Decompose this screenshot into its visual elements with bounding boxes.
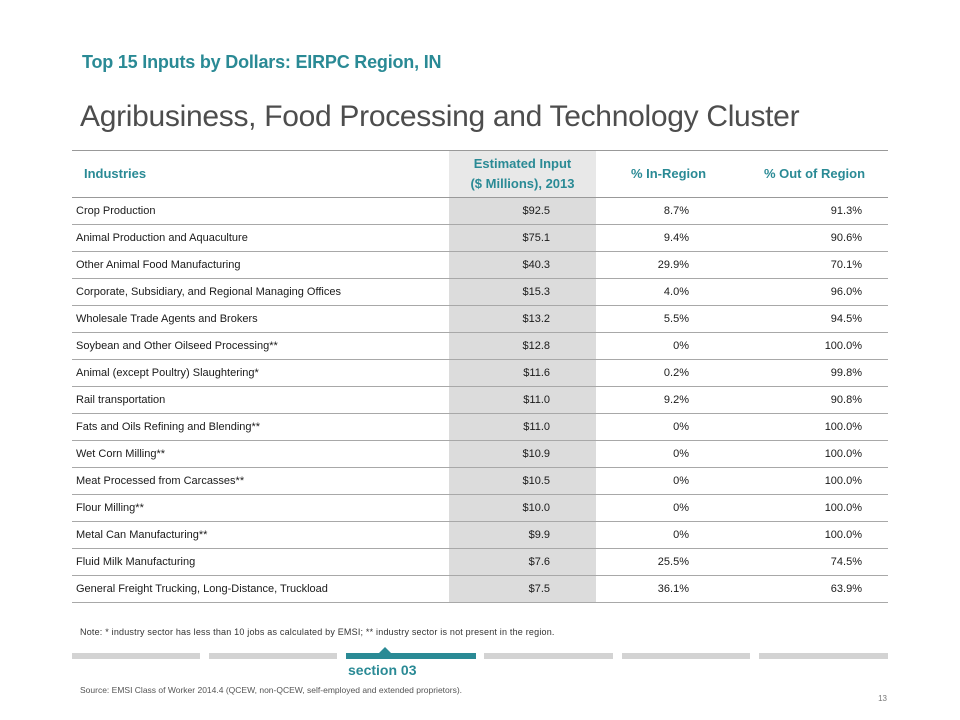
cell-industry: Wholesale Trade Agents and Brokers (72, 305, 449, 333)
table-body: Crop Production $92.5 8.7% 91.3% Animal Prod… (72, 197, 888, 603)
cell-industry: Flour Milling** (72, 494, 449, 522)
table-row: Fluid Milk Manufacturing $7.6 25.5% 74.5% (72, 548, 888, 576)
cell-out-of-region: 70.1% (741, 251, 888, 279)
nav-segment-01[interactable] (72, 653, 200, 659)
table-header-row: Industries Estimated Input ($ Millions),… (72, 150, 888, 198)
page-number: 13 (878, 694, 887, 703)
table-row: Animal Production and Aquaculture $75.1 9.… (72, 224, 888, 252)
nav-segment-04[interactable] (484, 653, 613, 659)
slide-kicker: Top 15 Inputs by Dollars: EIRPC Region, … (82, 52, 442, 72)
column-header-in-region: % In-Region (596, 150, 741, 198)
nav-segment-05[interactable] (622, 653, 750, 659)
column-header-estimated-input: Estimated Input ($ Millions), 2013 (449, 150, 596, 198)
slide-title: Agribusiness, Food Processing and Techno… (80, 100, 800, 133)
nav-segment-02[interactable] (209, 653, 337, 659)
cell-out-of-region: 100.0% (741, 440, 888, 468)
cell-industry: Soybean and Other Oilseed Processing** (72, 332, 449, 360)
table-row: Rail transportation $11.0 9.2% 90.8% (72, 386, 888, 414)
cell-estimated-input: $10.0 (449, 494, 596, 522)
cell-in-region: 0% (596, 494, 741, 522)
inputs-table: Industries Estimated Input ($ Millions),… (72, 150, 888, 603)
cell-in-region: 5.5% (596, 305, 741, 333)
cell-estimated-input: $9.9 (449, 521, 596, 549)
cell-estimated-input: $11.0 (449, 386, 596, 414)
cell-in-region: 36.1% (596, 575, 741, 603)
cell-in-region: 0% (596, 467, 741, 495)
nav-segment-06[interactable] (759, 653, 888, 659)
cell-out-of-region: 100.0% (741, 467, 888, 495)
cell-industry: Other Animal Food Manufacturing (72, 251, 449, 279)
cell-in-region: 25.5% (596, 548, 741, 576)
cell-estimated-input: $11.0 (449, 413, 596, 441)
cell-out-of-region: 99.8% (741, 359, 888, 387)
cell-industry: Fluid Milk Manufacturing (72, 548, 449, 576)
table-row: Animal (except Poultry) Slaughtering* $11… (72, 359, 888, 387)
table-row: Crop Production $92.5 8.7% 91.3% (72, 197, 888, 225)
cell-industry: Meat Processed from Carcasses** (72, 467, 449, 495)
cell-estimated-input: $15.3 (449, 278, 596, 306)
table-row: Wet Corn Milling** $10.9 0% 100.0% (72, 440, 888, 468)
cell-in-region: 0% (596, 413, 741, 441)
table-row: Meat Processed from Carcasses** $10.5 0% 10… (72, 467, 888, 495)
cell-in-region: 9.2% (596, 386, 741, 414)
cell-estimated-input: $12.8 (449, 332, 596, 360)
cell-in-region: 29.9% (596, 251, 741, 279)
column-header-out-of-region: % Out of Region (741, 150, 888, 198)
cell-out-of-region: 96.0% (741, 278, 888, 306)
table-row: General Freight Trucking, Long-Distance,… (72, 575, 888, 603)
cell-estimated-input: $13.2 (449, 305, 596, 333)
table-note: Note: * industry sector has less than 10… (80, 627, 555, 637)
cell-out-of-region: 90.8% (741, 386, 888, 414)
cell-estimated-input: $92.5 (449, 197, 596, 225)
cell-out-of-region: 91.3% (741, 197, 888, 225)
cell-in-region: 9.4% (596, 224, 741, 252)
column-header-industries: Industries (72, 150, 449, 198)
cell-industry: Metal Can Manufacturing** (72, 521, 449, 549)
cell-industry: Animal (except Poultry) Slaughtering* (72, 359, 449, 387)
cell-industry: Rail transportation (72, 386, 449, 414)
cell-estimated-input: $7.6 (449, 548, 596, 576)
cell-out-of-region: 74.5% (741, 548, 888, 576)
section-navigation-bar (72, 647, 888, 659)
cell-industry: Crop Production (72, 197, 449, 225)
cell-industry: Fats and Oils Refining and Blending** (72, 413, 449, 441)
cell-estimated-input: $7.5 (449, 575, 596, 603)
table-row: Wholesale Trade Agents and Brokers $13.2 5… (72, 305, 888, 333)
column-header-estimated-line2: ($ Millions), 2013 (470, 176, 575, 191)
cell-estimated-input: $10.9 (449, 440, 596, 468)
table-row: Fats and Oils Refining and Blending** $11… (72, 413, 888, 441)
cell-estimated-input: $75.1 (449, 224, 596, 252)
cell-out-of-region: 63.9% (741, 575, 888, 603)
cell-in-region: 4.0% (596, 278, 741, 306)
cell-out-of-region: 100.0% (741, 521, 888, 549)
cell-in-region: 0% (596, 521, 741, 549)
table-row: Corporate, Subsidiary, and Regional Mana… (72, 278, 888, 306)
source-citation: Source: EMSI Class of Worker 2014.4 (QCE… (80, 685, 463, 695)
table-row: Other Animal Food Manufacturing $40.3 29.9… (72, 251, 888, 279)
cell-industry: Corporate, Subsidiary, and Regional Mana… (72, 278, 449, 306)
table-row: Soybean and Other Oilseed Processing** $1… (72, 332, 888, 360)
table-row: Flour Milling** $10.0 0% 100.0% (72, 494, 888, 522)
cell-estimated-input: $40.3 (449, 251, 596, 279)
cell-in-region: 8.7% (596, 197, 741, 225)
column-header-estimated-line1: Estimated Input (473, 156, 572, 171)
cell-out-of-region: 100.0% (741, 332, 888, 360)
table-row: Metal Can Manufacturing** $9.9 0% 100.0% (72, 521, 888, 549)
cell-industry: Animal Production and Aquaculture (72, 224, 449, 252)
cell-out-of-region: 94.5% (741, 305, 888, 333)
cell-in-region: 0% (596, 440, 741, 468)
cell-out-of-region: 100.0% (741, 413, 888, 441)
nav-segment-03-active[interactable] (346, 653, 476, 659)
cell-in-region: 0% (596, 332, 741, 360)
cell-out-of-region: 90.6% (741, 224, 888, 252)
cell-out-of-region: 100.0% (741, 494, 888, 522)
cell-estimated-input: $11.6 (449, 359, 596, 387)
nav-pointer-icon (379, 647, 391, 653)
cell-estimated-input: $10.5 (449, 467, 596, 495)
cell-industry: Wet Corn Milling** (72, 440, 449, 468)
cell-in-region: 0.2% (596, 359, 741, 387)
cell-industry: General Freight Trucking, Long-Distance,… (72, 575, 449, 603)
section-label: section 03 (348, 662, 417, 678)
